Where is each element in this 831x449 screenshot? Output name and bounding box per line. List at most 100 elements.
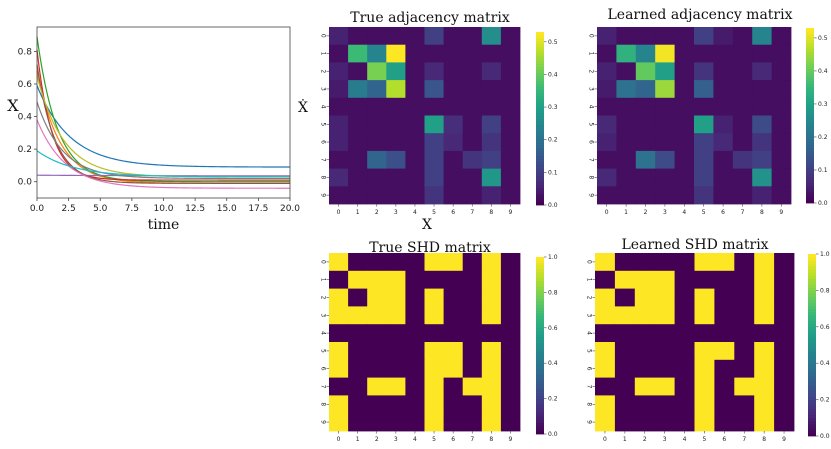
heatmap-cell (694, 150, 714, 169)
colorbar-segment (536, 354, 544, 358)
colorbar-segment (536, 428, 544, 432)
heatmap-cell (614, 395, 636, 414)
colorbar-segment (806, 144, 814, 148)
heatmap-cell (732, 80, 753, 99)
heatmap-cell (674, 168, 695, 187)
heatmap-cell (771, 44, 792, 63)
colorbar-segment (806, 176, 814, 181)
heatmap-cell (481, 359, 502, 378)
heatmap-cell (481, 306, 502, 325)
colorbar-segment (536, 40, 544, 44)
col-tick-label: 0 (605, 209, 609, 216)
colorbar-segment (808, 302, 816, 306)
heatmap-cell (329, 288, 349, 307)
heatmap-cell (348, 306, 368, 325)
colorbar-segment (806, 33, 814, 38)
heatmap-cell (694, 288, 715, 307)
heatmap-cell (771, 80, 792, 99)
x-tick-label: 17.5 (248, 204, 268, 214)
colorbar-segment (536, 274, 544, 279)
colorbar-segment (536, 295, 544, 299)
heatmap-cell (329, 270, 349, 289)
heatmap-cell (462, 168, 483, 187)
heatmap-cell (616, 44, 637, 63)
colorbar-segment (808, 384, 816, 388)
x-tick-label: 10.0 (153, 204, 173, 214)
heatmap-cell (367, 115, 387, 134)
colorbar-segment (806, 103, 814, 108)
colorbar-segment (808, 372, 816, 376)
heatmap-cell (732, 62, 753, 81)
colorbar-segment (536, 307, 544, 311)
colorbar-segment (536, 345, 544, 349)
heatmap-cell (635, 115, 656, 134)
heatmap-cell (386, 377, 406, 396)
heatmap-cell (635, 80, 656, 99)
heatmap-cell (654, 306, 675, 325)
heatmap-cell (654, 324, 675, 343)
heatmap-cell (443, 115, 464, 134)
heatmap-cell (386, 359, 406, 378)
heatmap-cell (424, 270, 444, 289)
heatmap-cell (348, 27, 368, 46)
heatmap-cell (405, 186, 425, 205)
heatmap-cell (386, 62, 406, 81)
heatmap-cell (634, 270, 656, 289)
colorbar-segment (806, 28, 814, 32)
heatmap-cell (405, 377, 425, 396)
colorbar-segment (536, 389, 544, 394)
heatmap-cell (443, 324, 464, 343)
colorbar-segment (806, 138, 814, 143)
colorbar-segment (808, 275, 816, 279)
heatmap-cell (674, 44, 695, 63)
col-tick-label: 2 (375, 436, 379, 443)
colorbar-segment (536, 130, 544, 134)
heatmap-cell (771, 115, 792, 134)
heatmap-cell (635, 186, 656, 205)
colorbar-segment (806, 179, 814, 183)
heatmap-cell (348, 133, 368, 152)
heatmap-cell (674, 253, 695, 272)
colorbar-segment (536, 304, 544, 308)
colorbar-segment (806, 165, 814, 169)
heatmap-cell (405, 97, 425, 116)
heatmap-cell (597, 97, 617, 116)
heatmap-cell (367, 270, 387, 289)
heatmap-cell (329, 306, 349, 325)
col-tick-label: 8 (489, 436, 493, 443)
colorbar-segment (536, 199, 544, 203)
heatmap-cell (386, 97, 406, 116)
colorbar-segment (536, 404, 544, 408)
colorbar: 0.0 0.1 0.2 0.3 0.4 0.5 (806, 28, 828, 207)
colorbar-segment (808, 266, 816, 270)
heatmap-cell (500, 359, 521, 378)
heatmap-cell (734, 306, 755, 325)
heatmap-cell (614, 342, 636, 361)
heatmap-cell (654, 288, 675, 307)
colorbar-segment (808, 357, 816, 361)
colorbar-segment (806, 112, 814, 116)
colorbar-segment (536, 401, 544, 405)
colorbar-segment (806, 191, 814, 195)
heatmap-cell (734, 359, 755, 378)
colorbar-segment (536, 392, 544, 397)
colorbar-tick-label: 1.0 (548, 254, 558, 261)
heatmap-cell (597, 150, 617, 169)
series-line-x2 (36, 36, 290, 183)
colorbar-segment (536, 262, 544, 267)
colorbar-segment (808, 341, 816, 346)
y-tick-label: 0.8 (18, 47, 33, 57)
heatmap-cell (481, 62, 502, 81)
heatmap-cell (655, 115, 675, 134)
heatmap-cell (752, 115, 772, 134)
colorbar-tick-label: 0.4 (820, 360, 830, 367)
colorbar-segment (536, 170, 544, 174)
colorbar-segment (806, 54, 814, 58)
heatmap-cell (424, 413, 444, 432)
row-tick-label: 0 (320, 34, 327, 38)
colorbar-segment (536, 57, 544, 62)
heatmap-cell (386, 288, 406, 307)
heatmap-cell (754, 342, 775, 361)
heatmap-cell (386, 27, 406, 46)
heatmap-cell (752, 97, 772, 116)
